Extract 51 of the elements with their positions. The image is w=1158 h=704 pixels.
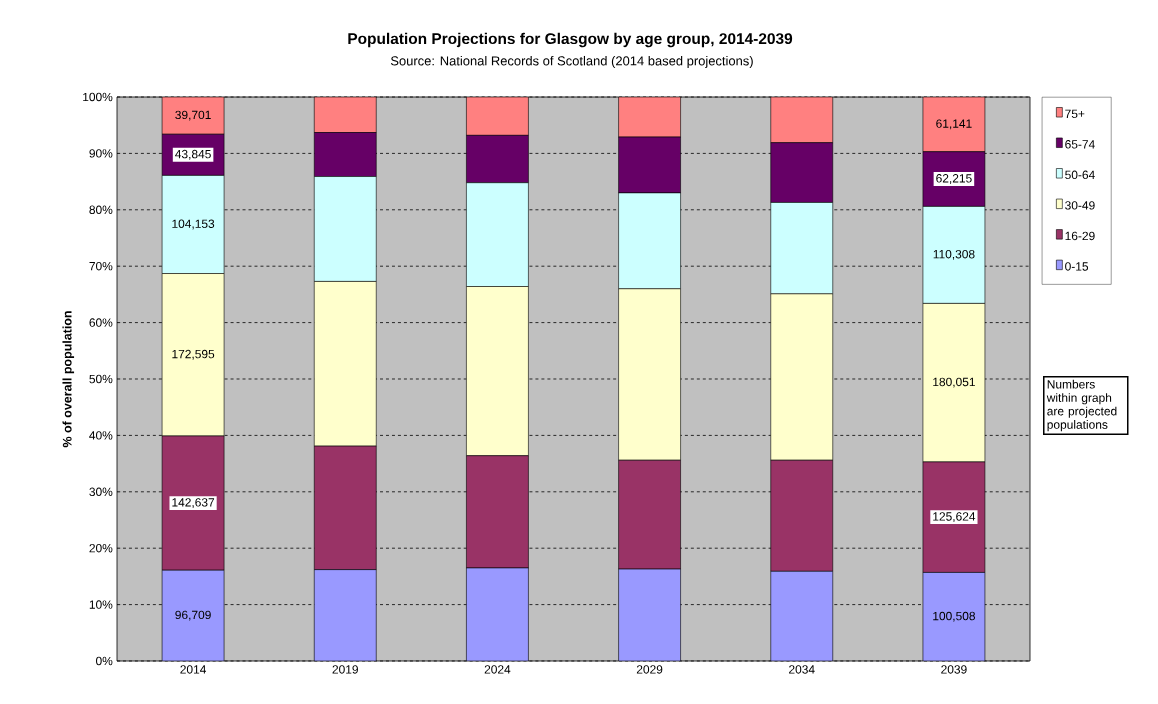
x-tick-label: 2034 <box>789 665 815 674</box>
annotation: 43,845 <box>175 149 211 160</box>
annotation: 62,215 <box>936 174 972 184</box>
annotation: 110,308 <box>933 249 975 260</box>
x-tick-label: 2039 <box>941 665 967 674</box>
annotation: 61,141 <box>936 119 972 130</box>
y-tick-label: 80% <box>89 205 113 215</box>
chart-subtitle: Source: National Records of Scotland (2014 based projections) <box>390 55 753 69</box>
bar <box>466 96 529 136</box>
y-tick-label: 0% <box>96 656 113 666</box>
bar <box>922 572 986 661</box>
legend-label: 16-29 <box>1065 231 1095 241</box>
y-tick-label: 90% <box>89 149 113 158</box>
legend-label: 0-15 <box>1065 262 1089 271</box>
annotation: 180,051 <box>933 377 975 388</box>
bar <box>618 568 681 661</box>
annotation: 172,595 <box>172 349 215 360</box>
bar <box>770 96 834 143</box>
y-tick-label: 50% <box>89 374 113 384</box>
x-tick-label: 2019 <box>332 665 358 674</box>
y-tick-label: 10% <box>89 600 113 609</box>
annotation: 104,153 <box>172 219 215 230</box>
annotation: 39,701 <box>175 110 211 121</box>
y-tick-label: 40% <box>89 431 113 440</box>
legend-label: 65-74 <box>1065 140 1095 149</box>
bar <box>161 96 225 135</box>
legend-label: 30-49 <box>1065 201 1095 210</box>
legend-label: 75+ <box>1065 109 1085 118</box>
bar <box>313 96 377 133</box>
y-tick-label: 30% <box>89 487 113 497</box>
annotation: 142,637 <box>172 498 215 509</box>
y-tick-label: 100% <box>83 92 113 102</box>
annotation: 96,709 <box>175 610 211 621</box>
chart-title: Population Projections for Glasgow by age group, 2014-2039 <box>348 32 793 48</box>
text: Numbers within graph are projected populations <box>1046 379 1117 432</box>
x-tick-label: 2029 <box>636 665 663 674</box>
bar <box>161 569 225 661</box>
y-tick-label: 20% <box>89 543 113 553</box>
legend-label: 50-64 <box>1065 170 1095 180</box>
bar <box>313 569 377 661</box>
bar <box>618 96 681 138</box>
x-tick-label: 2024 <box>484 665 511 674</box>
annotation: 100,508 <box>933 611 975 622</box>
y-axis-title: % of overall population <box>62 311 75 448</box>
x-tick-label: 2014 <box>180 665 207 674</box>
bar <box>770 571 834 661</box>
y-tick-label: 60% <box>89 318 113 327</box>
bar <box>466 567 529 661</box>
y-tick-label: 70% <box>89 261 113 271</box>
bar <box>922 96 986 152</box>
annotation: 125,624 <box>933 512 976 523</box>
